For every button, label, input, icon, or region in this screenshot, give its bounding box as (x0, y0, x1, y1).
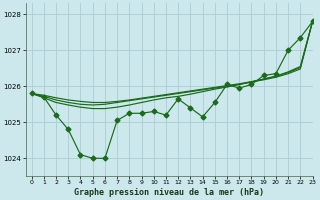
X-axis label: Graphe pression niveau de la mer (hPa): Graphe pression niveau de la mer (hPa) (74, 188, 264, 197)
